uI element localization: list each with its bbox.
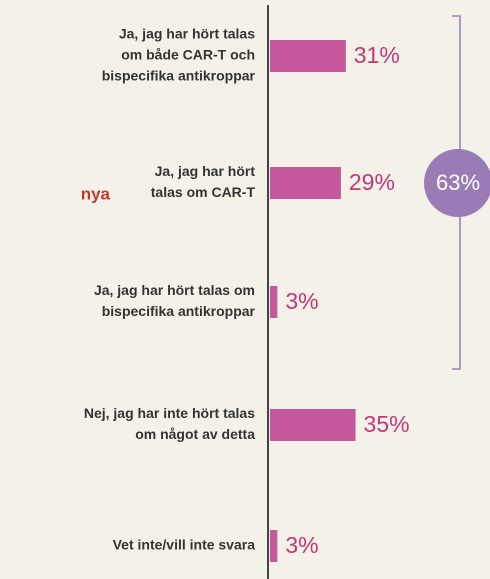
value-label: 3%: [285, 288, 318, 314]
sum-label: 63%: [436, 170, 480, 195]
category-label: bispecifika antikroppar: [102, 68, 256, 84]
category-label: Ja, jag har hört talas: [119, 26, 255, 42]
bar: [270, 167, 341, 199]
cut-text: nya: [81, 184, 111, 203]
category-label: bispecifika antikroppar: [102, 303, 256, 319]
value-label: 3%: [285, 532, 318, 558]
bar: [270, 530, 278, 562]
value-label: 35%: [364, 411, 410, 437]
bar: [270, 40, 346, 72]
value-label: 31%: [354, 42, 400, 68]
category-label: Ja, jag har hört talas om: [94, 282, 255, 298]
bar: [270, 409, 356, 441]
category-label: Nej, jag har inte hört talas: [84, 405, 255, 421]
value-label: 29%: [349, 169, 395, 195]
bar: [270, 286, 278, 318]
sum-circle: [424, 149, 490, 217]
category-label: Vet inte/vill inte svara: [113, 537, 256, 553]
category-label: talas om CAR-T: [151, 184, 256, 200]
category-label: om både CAR-T och: [121, 47, 255, 63]
category-label: Ja, jag har hört: [155, 163, 256, 179]
category-label: om något av detta: [135, 426, 255, 442]
